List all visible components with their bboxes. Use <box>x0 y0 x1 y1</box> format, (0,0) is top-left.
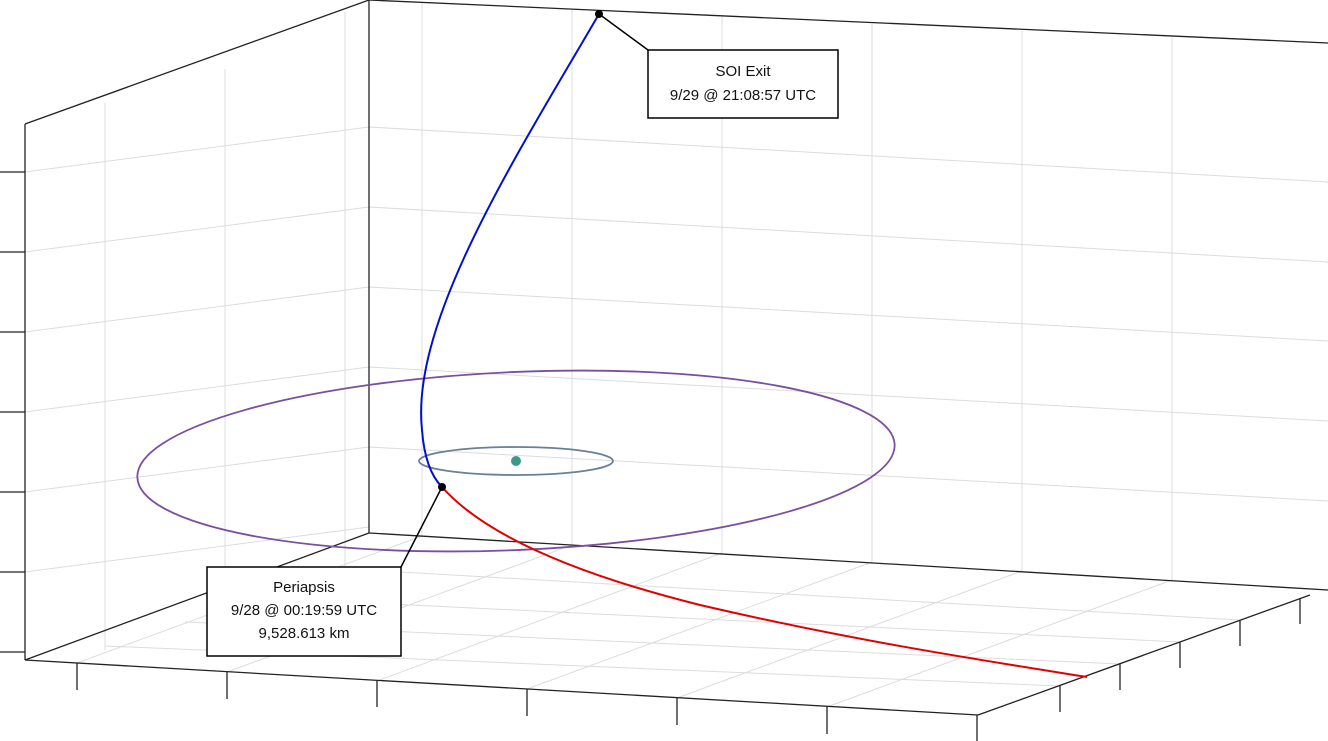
outer-orbit <box>136 369 896 553</box>
annotation-title: SOI Exit <box>715 63 771 80</box>
annotation-text: 9,528.613 km <box>259 625 350 642</box>
annotation-box <box>647 49 839 119</box>
soi-exit-point <box>595 10 603 18</box>
grid <box>24 3 1328 708</box>
annotation-text: 9/29 @ 21:08:57 UTC <box>670 87 816 104</box>
inner-orbit <box>418 446 614 476</box>
annotation-text: 9/28 @ 00:19:59 UTC <box>231 602 377 619</box>
outbound-trajectory <box>420 13 600 488</box>
annotation-title: Periapsis <box>273 579 335 596</box>
leader-line <box>400 486 443 568</box>
periapsis-point <box>438 483 446 491</box>
annotation-box <box>206 566 402 657</box>
inbound-trajectory <box>441 486 1088 678</box>
leader-line <box>598 13 649 51</box>
planet <box>511 456 521 466</box>
